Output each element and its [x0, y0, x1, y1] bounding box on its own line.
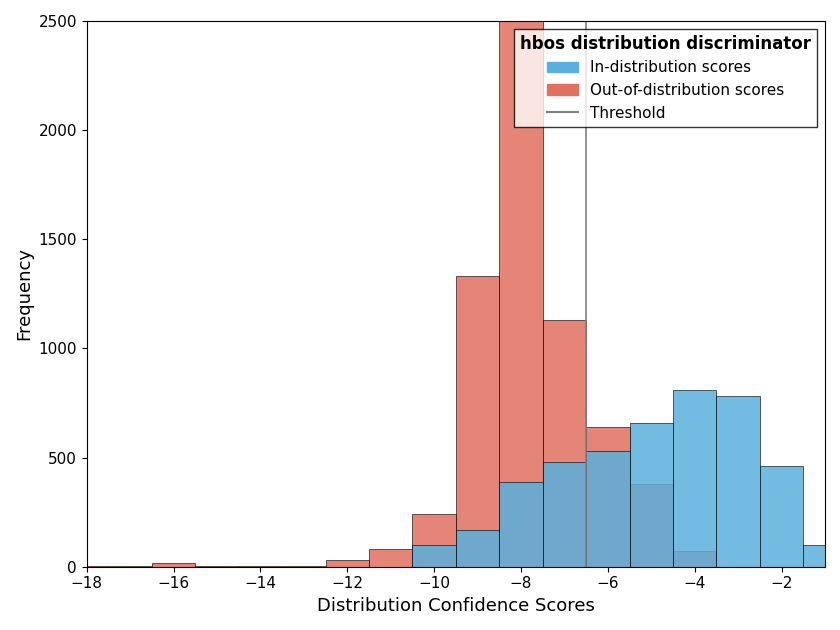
- Bar: [65, 566, 108, 567]
- Bar: [630, 423, 673, 567]
- Bar: [152, 563, 196, 567]
- Bar: [456, 277, 499, 567]
- Bar: [803, 545, 840, 567]
- Bar: [673, 551, 717, 567]
- Bar: [456, 530, 499, 567]
- Bar: [499, 21, 543, 567]
- Bar: [717, 396, 760, 567]
- Threshold: [581, 563, 591, 571]
- X-axis label: Distribution Confidence Scores: Distribution Confidence Scores: [317, 597, 595, 615]
- Bar: [543, 462, 586, 567]
- Bar: [673, 390, 717, 567]
- Threshold: [581, 563, 591, 570]
- Bar: [412, 545, 456, 567]
- Bar: [586, 427, 630, 567]
- Bar: [499, 481, 543, 567]
- Bar: [543, 320, 586, 567]
- Bar: [412, 514, 456, 567]
- Bar: [326, 560, 369, 567]
- Bar: [760, 466, 803, 567]
- Bar: [369, 549, 412, 567]
- Y-axis label: Frequency: Frequency: [15, 248, 33, 340]
- Bar: [630, 484, 673, 567]
- Legend: In-distribution scores, Out-of-distribution scores, Threshold: In-distribution scores, Out-of-distribut…: [514, 28, 817, 127]
- Bar: [586, 451, 630, 567]
